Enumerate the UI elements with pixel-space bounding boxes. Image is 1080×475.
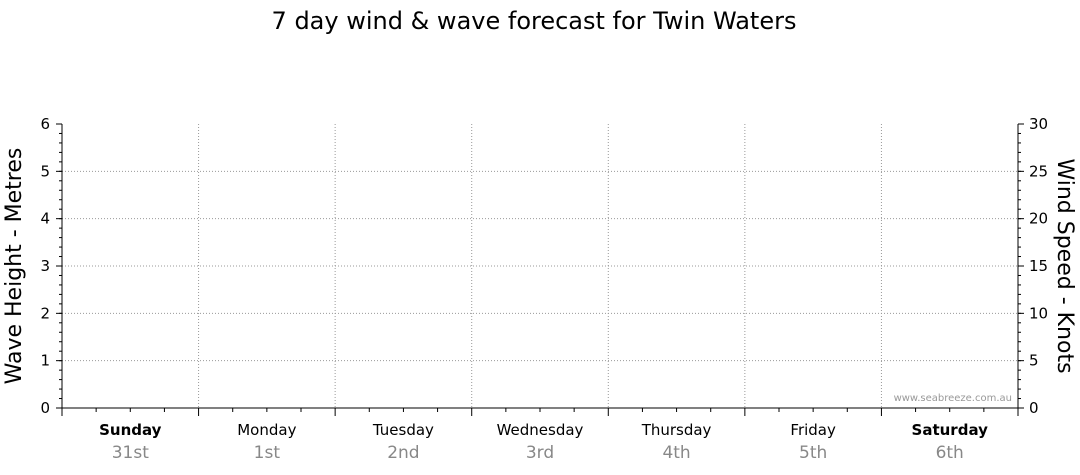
- day-date-label: 5th: [799, 443, 827, 463]
- day-name-label: Tuesday: [372, 421, 434, 439]
- left-axis-ticks: 0 1 2 3 4 5 6: [40, 115, 62, 417]
- axes: [61, 124, 1019, 416]
- watermark-text: www.seabreeze.com.au: [894, 393, 1012, 404]
- left-tick-label: 4: [40, 210, 50, 228]
- right-tick-label: 5: [1029, 352, 1039, 370]
- right-tick-label: 0: [1029, 399, 1039, 417]
- day-date-label: 31st: [112, 443, 149, 463]
- chart-title: 7 day wind & wave forecast for Twin Wate…: [272, 7, 797, 35]
- day-name-label: Friday: [790, 421, 836, 439]
- day-name-label: Sunday: [99, 421, 162, 439]
- right-tick-label: 10: [1029, 304, 1048, 322]
- left-tick-label: 0: [40, 399, 50, 417]
- day-date-label: 1st: [254, 443, 281, 463]
- right-tick-label: 20: [1029, 210, 1048, 228]
- right-tick-label: 15: [1029, 257, 1048, 275]
- day-name-label: Thursday: [641, 421, 712, 439]
- left-tick-label: 3: [40, 257, 50, 275]
- grid-lines: [62, 124, 1018, 408]
- left-tick-label: 6: [40, 115, 50, 133]
- day-name-label: Wednesday: [497, 421, 584, 439]
- left-tick-label: 1: [40, 352, 50, 370]
- day-date-label: 4th: [662, 443, 690, 463]
- day-name-label: Saturday: [912, 421, 989, 439]
- day-date-label: 6th: [936, 443, 964, 463]
- right-tick-label: 25: [1029, 162, 1048, 180]
- day-date-label: 3rd: [526, 443, 554, 463]
- left-tick-label: 2: [40, 304, 50, 322]
- right-tick-label: 30: [1029, 115, 1048, 133]
- left-tick-label: 5: [40, 162, 50, 180]
- day-date-label: 2nd: [387, 443, 419, 463]
- day-name-label: Monday: [237, 421, 296, 439]
- left-axis-title: Wave Height - Metres: [2, 148, 27, 385]
- right-axis-title: Wind Speed - Knots: [1052, 158, 1077, 373]
- right-axis-ticks: 0 5 10 15 20 25 30: [1018, 115, 1048, 417]
- day-labels: Sunday 31st Monday 1st Tuesday 2nd Wednesday 3r…: [99, 421, 988, 463]
